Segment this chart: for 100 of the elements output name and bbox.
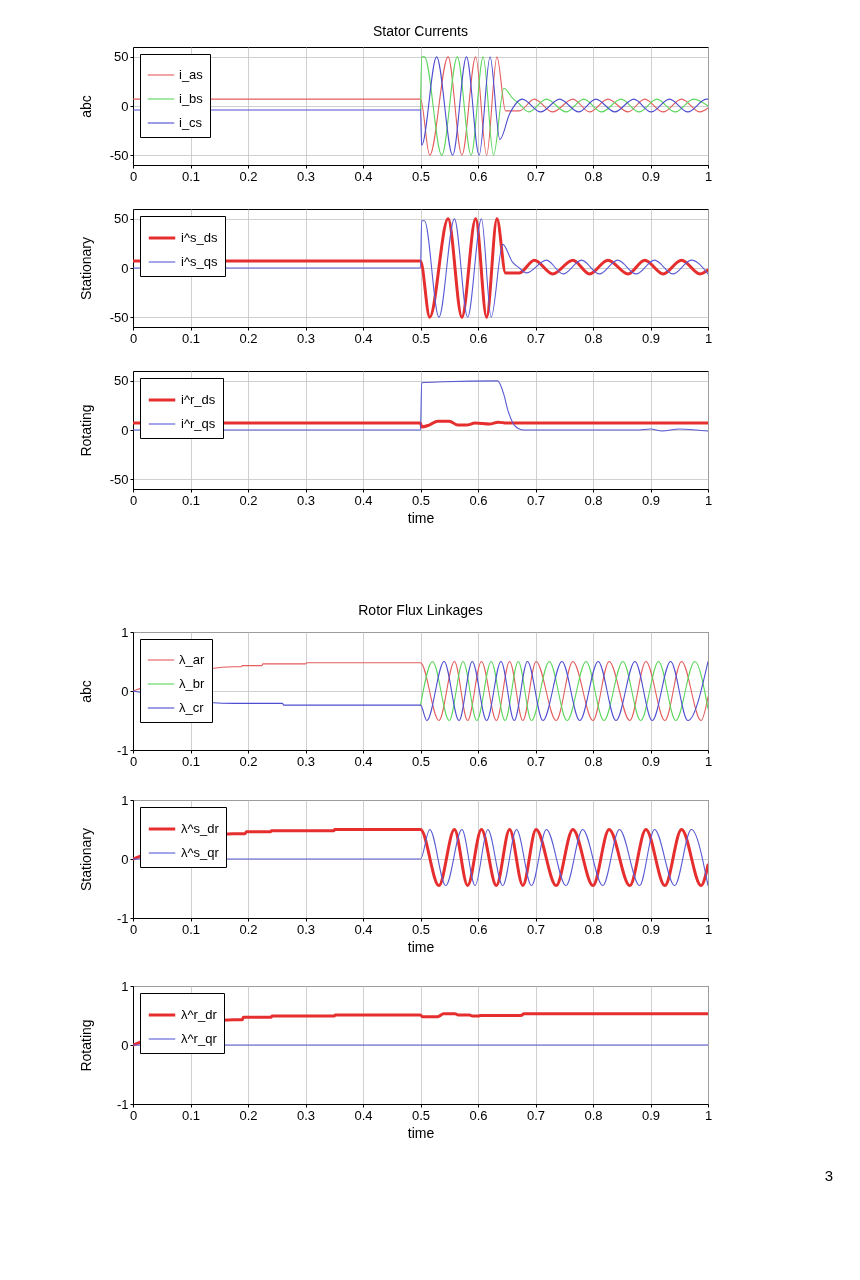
- x-tick-label: 0.8: [584, 330, 603, 346]
- y-axis-title: abc: [77, 95, 94, 118]
- legend-label: λ_cr: [179, 700, 205, 715]
- x-tick-label: 0.5: [411, 753, 431, 769]
- y-axis-title: Rotating: [77, 404, 94, 457]
- x-tick-label: 0.5: [411, 330, 431, 346]
- x-tick-label: 0.3: [296, 1107, 316, 1123]
- legend-label: λ^r_qr: [181, 1031, 218, 1046]
- legend-label: λ^s_qr: [181, 845, 220, 860]
- x-tick-label: 0.3: [296, 921, 316, 937]
- y-tick-label: -50: [109, 147, 129, 163]
- x-axis-title: time: [407, 938, 435, 955]
- legend-label: λ_ar: [179, 652, 205, 667]
- x-axis-title: time: [407, 509, 435, 526]
- legend-label: i^s_qs: [181, 254, 218, 269]
- x-tick-label: 0.2: [239, 330, 258, 346]
- x-tick-label: 0.5: [411, 1107, 431, 1123]
- y-tick-label: 0: [121, 1037, 129, 1053]
- x-tick-label: 1: [704, 1107, 713, 1123]
- y-axis-title: abc: [77, 680, 94, 703]
- x-tick-label: 1: [704, 492, 713, 508]
- x-tick-label: 0.6: [469, 492, 488, 508]
- x-tick-label: 0.1: [181, 753, 201, 769]
- x-tick-label: 0.3: [296, 168, 316, 184]
- y-tick-label: 50: [114, 373, 129, 389]
- y-tick-label: -1: [116, 742, 129, 758]
- x-tick-label: 0.4: [354, 753, 373, 769]
- x-tick-label: 1: [704, 168, 713, 184]
- x-tick-label: 0.6: [469, 753, 488, 769]
- x-tick-label: 0.1: [181, 168, 201, 184]
- x-tick-label: 0.7: [526, 168, 546, 184]
- x-tick-label: 1: [704, 330, 713, 346]
- x-tick-label: 0.4: [354, 492, 373, 508]
- legend-label: λ^r_dr: [181, 1007, 218, 1022]
- x-tick-label: 0.1: [181, 492, 201, 508]
- x-tick-label: 0.9: [641, 753, 661, 769]
- x-tick-label: 0.8: [584, 1107, 603, 1123]
- y-tick-label: 50: [114, 211, 129, 227]
- x-tick-label: 0.5: [411, 492, 431, 508]
- x-tick-label: 0.7: [526, 330, 546, 346]
- chart-title: Rotor Flux Linkages: [358, 602, 483, 618]
- legend-label: i_cs: [179, 115, 203, 130]
- y-axis-title: Rotating: [77, 1019, 94, 1072]
- y-tick-label: 50: [114, 49, 129, 65]
- x-tick-label: 0.2: [239, 168, 258, 184]
- x-tick-label: 0.3: [296, 492, 316, 508]
- x-tick-label: 1: [704, 753, 713, 769]
- chart-title: Stator Currents: [373, 23, 468, 39]
- x-tick-label: 0.1: [181, 1107, 201, 1123]
- x-tick-label: 0.9: [641, 921, 661, 937]
- x-tick-label: 0.7: [526, 753, 546, 769]
- x-tick-label: 0.6: [469, 168, 488, 184]
- x-tick-label: 0.2: [239, 492, 258, 508]
- x-tick-label: 0.3: [296, 330, 316, 346]
- y-tick-label: 0: [121, 98, 129, 114]
- y-axis-title: Stationary: [77, 236, 94, 301]
- x-axis-title: time: [407, 1124, 435, 1141]
- x-tick-label: 0.9: [641, 1107, 661, 1123]
- line-series: [419, 660, 708, 722]
- y-tick-label: 1: [121, 624, 129, 640]
- x-tick-label: 0.3: [296, 753, 316, 769]
- x-tick-label: 0.5: [411, 921, 431, 937]
- x-tick-label: 0.6: [469, 330, 488, 346]
- x-tick-label: 0.8: [584, 168, 603, 184]
- x-tick-label: 0.8: [584, 753, 603, 769]
- line-series: [133, 56, 708, 156]
- x-tick-label: 0.2: [239, 921, 258, 937]
- line-series: [419, 56, 708, 156]
- x-tick-label: 0.6: [469, 1107, 488, 1123]
- text: 3: [824, 1167, 833, 1184]
- x-tick-label: 0.8: [584, 492, 603, 508]
- legend-label: i_as: [179, 67, 204, 82]
- y-tick-label: 0: [121, 851, 129, 867]
- y-tick-label: -1: [116, 910, 129, 926]
- x-tick-label: 0.4: [354, 330, 373, 346]
- legend-label: λ^s_dr: [181, 821, 220, 836]
- y-axis-title: Stationary: [77, 827, 94, 892]
- x-tick-label: 0.9: [641, 330, 661, 346]
- x-tick-label: 0.2: [239, 753, 258, 769]
- y-tick-label: 1: [121, 978, 129, 994]
- x-tick-label: 0.2: [239, 1107, 258, 1123]
- legend-label: i^s_ds: [181, 230, 218, 245]
- x-tick-label: 0.9: [641, 168, 661, 184]
- x-tick-label: 0.4: [354, 1107, 373, 1123]
- y-tick-label: -1: [116, 1096, 129, 1112]
- legend-label: i^r_ds: [181, 392, 216, 407]
- y-tick-label: 0: [121, 260, 129, 276]
- x-tick-label: 1: [704, 921, 713, 937]
- y-tick-label: 0: [121, 422, 129, 438]
- y-tick-label: -50: [109, 471, 129, 487]
- y-tick-label: 0: [121, 683, 129, 699]
- x-tick-label: 0.7: [526, 921, 546, 937]
- x-tick-label: 0.9: [641, 492, 661, 508]
- x-tick-label: 0.8: [584, 921, 603, 937]
- x-tick-label: 0.4: [354, 921, 373, 937]
- x-tick-label: 0.7: [526, 1107, 546, 1123]
- y-tick-label: 1: [121, 792, 129, 808]
- legend-label: λ_br: [179, 676, 205, 691]
- legend-label: i^r_qs: [181, 416, 216, 431]
- x-tick-label: 0.6: [469, 921, 488, 937]
